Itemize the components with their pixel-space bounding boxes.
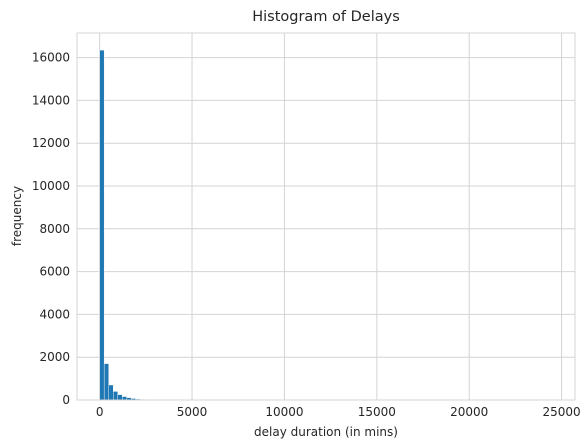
histogram-bar	[117, 394, 123, 401]
y-tick-label: 12000	[32, 136, 70, 150]
histogram-bar	[99, 49, 105, 401]
histogram-bar	[103, 363, 109, 401]
y-tick-label: 16000	[32, 51, 70, 65]
x-tick-label: 10000	[265, 405, 303, 419]
x-tick-label: 20000	[450, 405, 488, 419]
axes	[76, 32, 576, 401]
grid	[77, 33, 575, 401]
histogram-bar	[122, 396, 128, 401]
x-tick-label: 5000	[177, 405, 208, 419]
y-tick-label: 10000	[32, 179, 70, 193]
histogram-bar	[113, 391, 118, 401]
y-tick-label: 8000	[39, 222, 70, 236]
y-axis-label: frequency	[10, 186, 24, 246]
x-tick-label: 15000	[358, 405, 396, 419]
x-tick-label: 0	[96, 405, 104, 419]
plot-frame	[76, 32, 576, 401]
x-axis-label: delay duration (in mins)	[254, 425, 398, 439]
y-tick-label: 14000	[32, 93, 70, 107]
y-tick-label: 2000	[39, 350, 70, 364]
y-tick-label: 6000	[39, 265, 70, 279]
tick-labels: 0 5000 10000 15000 20000 25000 0 2000 4000 6000 80…	[32, 51, 581, 419]
chart-title: Histogram of Delays	[252, 9, 400, 25]
x-tick-label: 25000	[543, 405, 581, 419]
y-tick-label: 4000	[39, 307, 70, 321]
histogram-bars	[99, 49, 173, 401]
histogram-bar	[108, 384, 114, 401]
y-tick-label: 0	[62, 393, 70, 407]
